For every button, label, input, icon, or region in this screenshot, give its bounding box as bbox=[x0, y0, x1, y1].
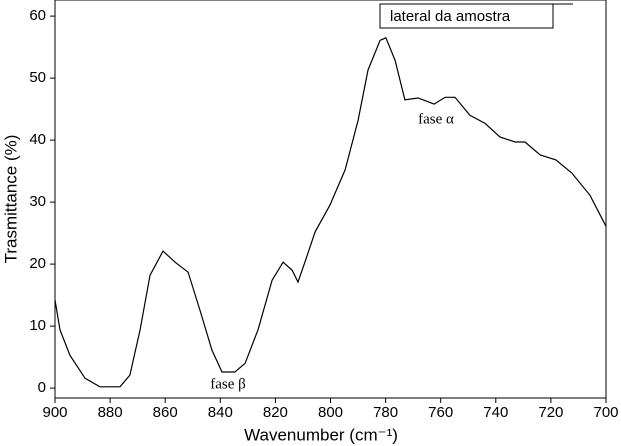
y-tick-label: 40 bbox=[29, 131, 46, 148]
annotation: fase α bbox=[418, 111, 454, 127]
x-tick-label: 880 bbox=[98, 404, 123, 421]
annotation: fase β bbox=[210, 376, 246, 392]
x-tick-label: 800 bbox=[318, 404, 343, 421]
x-tick-label: 740 bbox=[483, 404, 508, 421]
x-tick-label: 820 bbox=[263, 404, 288, 421]
y-tick-label: 20 bbox=[29, 255, 46, 272]
x-tick-label: 720 bbox=[538, 404, 563, 421]
legend-label: lateral da amostra bbox=[390, 8, 511, 25]
x-tick-label: 900 bbox=[42, 404, 67, 421]
x-tick-label: 860 bbox=[153, 404, 178, 421]
y-tick-label: 10 bbox=[29, 317, 46, 334]
x-tick-label: 760 bbox=[428, 404, 453, 421]
y-axis-label: Trasmittance (%) bbox=[1, 135, 20, 264]
y-tick-label: 30 bbox=[29, 193, 46, 210]
legend-box bbox=[379, 3, 554, 29]
x-tick-label: 840 bbox=[208, 404, 233, 421]
x-tick-label: 700 bbox=[593, 404, 618, 421]
data-line bbox=[54, 37, 607, 388]
y-tick-label: 60 bbox=[29, 7, 46, 24]
y-tick-label: 0 bbox=[38, 379, 46, 396]
x-axis-label: Wavenumber (cm⁻¹) bbox=[244, 425, 398, 444]
x-tick-label: 780 bbox=[373, 404, 398, 421]
y-tick-label: 50 bbox=[29, 69, 46, 86]
